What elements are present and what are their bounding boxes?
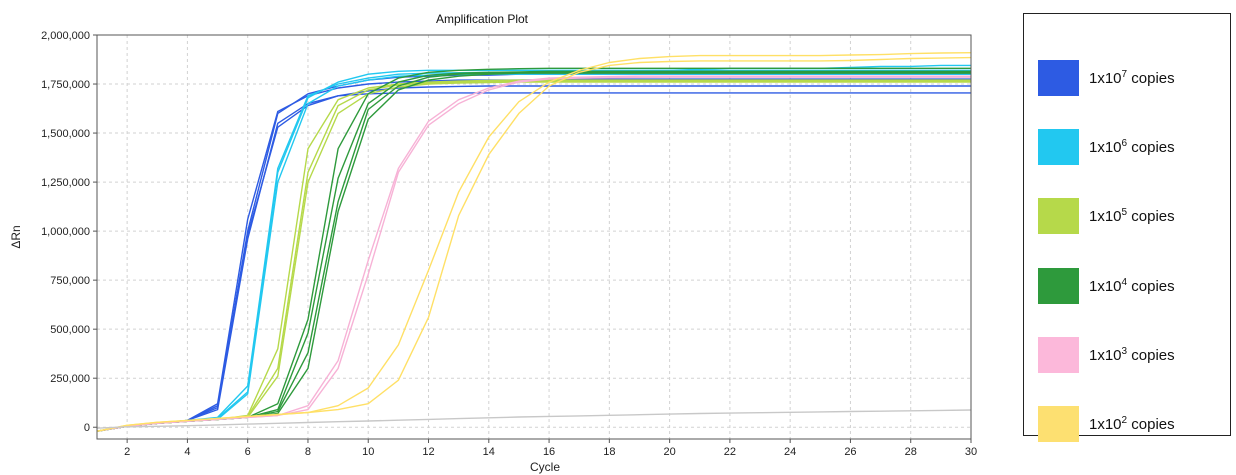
chart-title: Amplification Plot — [436, 12, 529, 26]
x-tick-label: 2 — [124, 446, 130, 458]
legend-label: 1x107 copies — [1089, 69, 1175, 87]
y-tick-label: 1,750,000 — [41, 79, 90, 91]
y-tick-label: 2,000,000 — [41, 30, 90, 42]
y-axis-ticks: 0 250,000 500,000 750,000 1,000,000 1,250,000… — [41, 30, 97, 434]
legend-label: 1x105 copies — [1089, 207, 1175, 225]
x-tick-label: 18 — [603, 446, 615, 458]
legend-label: 1x104 copies — [1089, 277, 1175, 295]
series-line-18 — [96, 409, 972, 429]
y-tick-label: 250,000 — [50, 373, 90, 385]
y-tick-label: 1,000,000 — [41, 226, 90, 238]
x-tick-label: 30 — [965, 446, 977, 458]
x-tick-label: 24 — [784, 446, 796, 458]
amplification-chart: Amplification Plot 0 250,000 500,000 750,00… — [9, 12, 977, 474]
series-line-2 — [96, 92, 971, 432]
x-tick-label: 6 — [245, 446, 251, 458]
y-tick-label: 500,000 — [50, 324, 90, 336]
legend-item-1e6: 1x106 copies — [1038, 128, 1175, 166]
series-line-15 — [96, 75, 971, 432]
legend-item-1e5: 1x105 copies — [1038, 197, 1175, 235]
series-line-11 — [96, 70, 971, 432]
x-tick-label: 14 — [483, 446, 495, 458]
legend-swatch — [1038, 268, 1079, 304]
y-tick-label: 0 — [84, 422, 90, 434]
legend-item-1e3: 1x103 copies — [1038, 336, 1175, 374]
legend-swatch — [1038, 198, 1079, 234]
legend-item-1e7: 1x107 copies — [1038, 59, 1175, 97]
y-axis-title: ΔRn — [9, 225, 23, 248]
series-line-16 — [96, 52, 972, 432]
series-line-7 — [96, 79, 971, 432]
x-tick-label: 22 — [724, 446, 736, 458]
legend-swatch — [1038, 337, 1079, 373]
series-line-0 — [96, 73, 971, 432]
series-lines — [96, 52, 972, 432]
series-line-17 — [96, 56, 972, 432]
x-axis-ticks: 2 4 6 8 10 12 14 16 18 20 22 24 26 28 30 — [124, 439, 977, 458]
legend-swatch — [1038, 129, 1079, 165]
series-line-5 — [96, 64, 971, 432]
x-axis-title: Cycle — [530, 460, 560, 474]
series-line-12 — [96, 71, 971, 432]
y-tick-label: 1,250,000 — [41, 177, 90, 189]
x-tick-label: 16 — [543, 446, 555, 458]
series-line-6 — [96, 73, 971, 432]
y-tick-label: 750,000 — [50, 275, 90, 287]
x-tick-label: 26 — [844, 446, 856, 458]
x-tick-label: 12 — [422, 446, 434, 458]
series-line-8 — [96, 80, 971, 432]
legend-swatch — [1038, 406, 1079, 442]
y-tick-label: 1,500,000 — [41, 128, 90, 140]
x-tick-label: 8 — [305, 446, 311, 458]
series-line-10 — [96, 67, 971, 432]
legend-item-1e4: 1x104 copies — [1038, 267, 1175, 305]
x-tick-label: 4 — [184, 446, 190, 458]
series-line-4 — [96, 69, 971, 432]
series-line-3 — [96, 85, 971, 432]
plot-frame — [96, 34, 972, 440]
grid-lines — [97, 34, 972, 439]
x-tick-label: 28 — [905, 446, 917, 458]
legend-item-1e2: 1x102 copies — [1038, 405, 1175, 443]
x-tick-label: 10 — [362, 446, 374, 458]
series-line-1 — [96, 78, 971, 432]
legend: 1x107 copies 1x106 copies 1x105 copies 1… — [1023, 13, 1231, 442]
legend-label: 1x106 copies — [1089, 138, 1175, 156]
series-line-13 — [96, 72, 971, 432]
series-line-14 — [96, 76, 971, 432]
x-tick-label: 20 — [663, 446, 675, 458]
series-line-9 — [96, 81, 971, 432]
legend-label: 1x103 copies — [1089, 346, 1175, 364]
legend-swatch — [1038, 60, 1079, 96]
legend-label: 1x102 copies — [1089, 415, 1175, 433]
